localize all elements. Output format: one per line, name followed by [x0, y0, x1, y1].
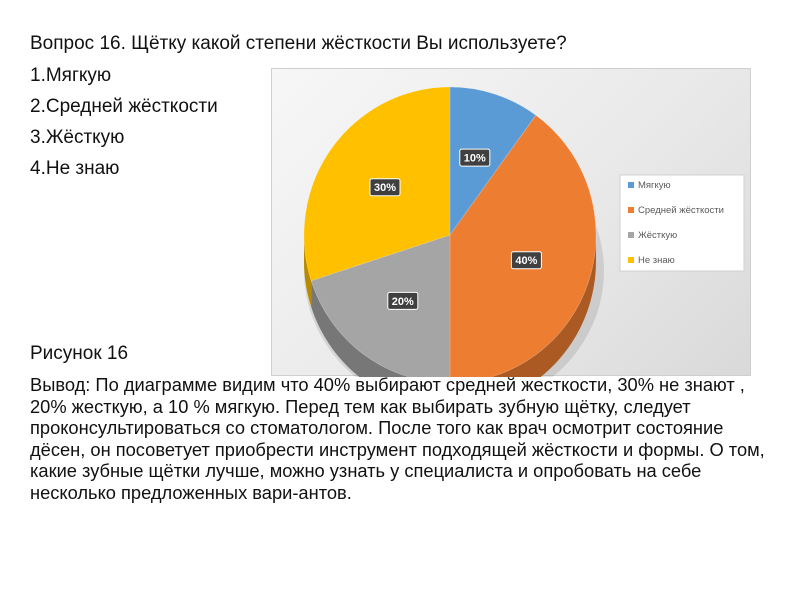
data-label-text: 40% — [515, 255, 537, 267]
legend-swatch — [628, 257, 634, 263]
legend-label: Не знаю — [638, 255, 675, 266]
pie-slice-средней-жёсткости — [449, 114, 597, 377]
data-label-мягкую: 10% — [459, 148, 491, 167]
pie-chart: 10% 40% 20% 30% Мягкую Средней жёсткости Жёстк… — [271, 68, 751, 377]
chart-legend: Мягкую Средней жёсткости Жёсткую Не знаю — [619, 174, 745, 272]
legend-label: Мягкую — [638, 180, 671, 191]
data-label-box — [510, 251, 542, 270]
question-title: Вопрос 16. Щётку какой степени жёсткости… — [30, 33, 567, 54]
data-label-text: 30% — [374, 182, 396, 194]
legend-label: Средней жёсткости — [638, 205, 724, 216]
data-label-text: 10% — [464, 153, 486, 165]
data-label-box — [459, 148, 491, 167]
pie-side-не-знаю — [304, 235, 312, 307]
data-label-средней-жёсткости: 40% — [510, 251, 542, 270]
legend-swatch — [628, 182, 634, 188]
data-label-text: 20% — [392, 296, 414, 308]
pie-chart-svg: 10% 40% 20% 30% Мягкую Средней жёсткости Жёстк… — [303, 86, 745, 377]
legend-item-жёсткую: Жёсткую — [628, 230, 677, 241]
conclusion-text: Вывод: По диаграмме видим что 40% выбира… — [30, 374, 765, 503]
pie-slice-жёсткую — [310, 234, 451, 377]
legend-label: Жёсткую — [638, 230, 677, 241]
legend-item-мягкую: Мягкую — [628, 180, 671, 191]
legend-box — [619, 174, 745, 272]
pie-slice-мягкую — [449, 86, 537, 236]
data-label-box — [387, 291, 419, 310]
option-4: 4.Не знаю — [30, 158, 120, 179]
option-2: 2.Средней жёсткости — [30, 96, 218, 117]
legend-item-не-знаю: Не знаю — [628, 255, 675, 266]
legend-swatch — [628, 207, 634, 213]
option-3: 3.Жёсткую — [30, 127, 125, 148]
data-label-не-знаю: 30% — [369, 178, 401, 197]
option-1: 1.Мягкую — [30, 65, 112, 86]
legend-swatch — [628, 232, 634, 238]
legend-item-средней-жёсткости: Средней жёсткости — [628, 205, 724, 216]
data-label-жёсткую: 20% — [387, 291, 419, 310]
pie-side-жёсткую — [311, 280, 409, 377]
pie-side-средней-жёсткости — [491, 235, 596, 377]
figure-caption: Рисунок 16 — [30, 343, 129, 364]
data-label-box — [369, 178, 401, 197]
